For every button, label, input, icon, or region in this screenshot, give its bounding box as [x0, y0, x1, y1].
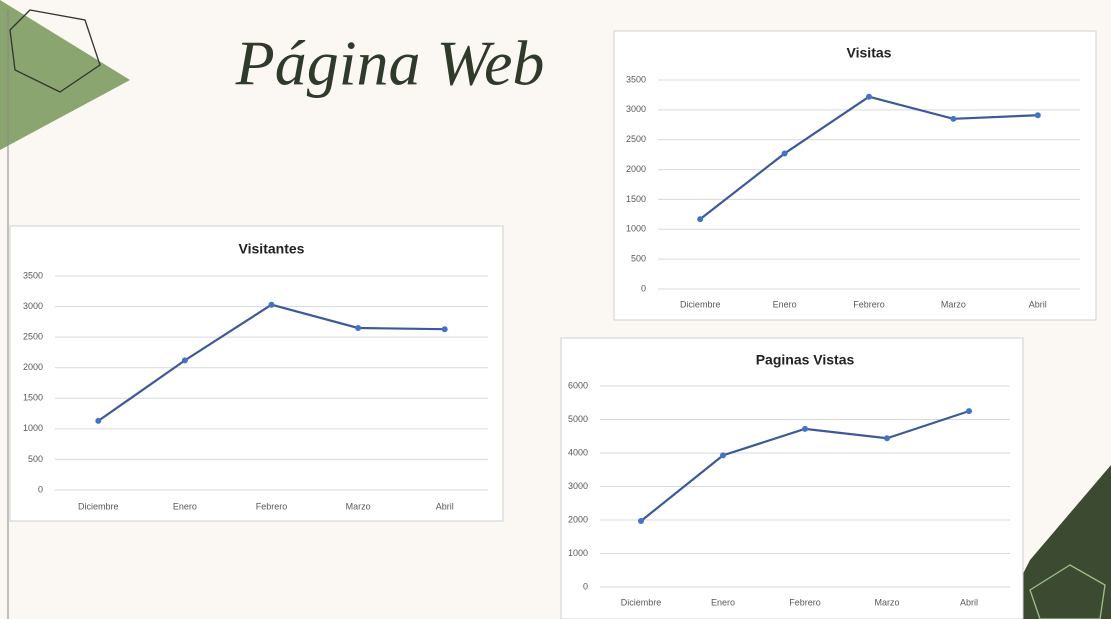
- decor-triangle: [0, 0, 130, 150]
- y-tick-label: 0: [38, 484, 43, 494]
- data-point: [720, 452, 726, 459]
- x-tick-label: Enero: [711, 597, 735, 607]
- y-tick-label: 2500: [23, 332, 43, 342]
- x-tick-label: Marzo: [874, 597, 899, 607]
- decor-hexagon: [9, 9, 101, 93]
- y-tick-label: 1000: [626, 224, 646, 234]
- x-tick-label: Febrero: [853, 299, 885, 309]
- data-point: [638, 518, 644, 525]
- y-tick-label: 3500: [23, 270, 43, 280]
- y-tick-label: 2000: [626, 164, 646, 174]
- chart-frame: [613, 30, 1097, 321]
- y-tick-label: 1500: [23, 393, 43, 403]
- x-tick-label: Febrero: [256, 501, 288, 511]
- data-point: [884, 435, 890, 442]
- y-tick-label: 3500: [626, 74, 646, 84]
- y-tick-label: 5000: [568, 414, 588, 424]
- data-point: [268, 301, 275, 308]
- data-point: [95, 417, 102, 424]
- chart-frame: [560, 337, 1024, 619]
- data-point: [866, 93, 872, 100]
- y-tick-label: 3000: [568, 481, 588, 491]
- x-tick-label: Marzo: [941, 299, 966, 309]
- chart-title: Visitantes: [239, 241, 305, 257]
- page-title: Página Web: [235, 28, 545, 99]
- chart-frame: [9, 225, 504, 522]
- y-tick-label: 4000: [568, 447, 588, 457]
- data-point: [781, 150, 788, 157]
- y-tick-label: 2500: [626, 134, 646, 144]
- data-point: [1034, 112, 1041, 119]
- data-point: [355, 324, 362, 331]
- y-tick-label: 1500: [626, 194, 646, 204]
- decor-shape: [1000, 465, 1111, 619]
- data-point: [181, 357, 188, 364]
- decor-hexagon: [1029, 564, 1106, 619]
- data-point: [441, 326, 448, 333]
- y-tick-label: 2000: [23, 362, 43, 372]
- y-tick-label: 3000: [626, 104, 646, 114]
- y-tick-label: 500: [631, 254, 646, 264]
- x-tick-label: Diciembre: [78, 501, 119, 511]
- x-tick-label: Marzo: [346, 501, 371, 511]
- x-tick-label: Abril: [1029, 299, 1047, 309]
- y-tick-label: 1000: [23, 423, 43, 433]
- x-tick-label: Diciembre: [680, 299, 721, 309]
- y-tick-label: 500: [28, 454, 43, 464]
- y-tick-label: 0: [583, 581, 588, 591]
- data-point: [697, 216, 704, 223]
- y-tick-label: 3000: [23, 301, 43, 311]
- chart-title: Paginas Vistas: [756, 352, 855, 368]
- chart-title: Visitas: [847, 45, 892, 61]
- data-point: [966, 408, 972, 415]
- x-tick-label: Diciembre: [621, 597, 662, 607]
- data-point: [802, 425, 808, 432]
- x-tick-label: Abril: [960, 597, 978, 607]
- y-tick-label: 1000: [568, 548, 588, 558]
- y-tick-label: 0: [641, 283, 646, 293]
- y-tick-label: 6000: [568, 380, 588, 390]
- x-tick-label: Febrero: [789, 597, 821, 607]
- x-tick-label: Abril: [436, 501, 454, 511]
- x-tick-label: Enero: [173, 501, 197, 511]
- data-point: [950, 115, 957, 122]
- y-tick-label: 2000: [568, 514, 588, 524]
- x-tick-label: Enero: [773, 299, 797, 309]
